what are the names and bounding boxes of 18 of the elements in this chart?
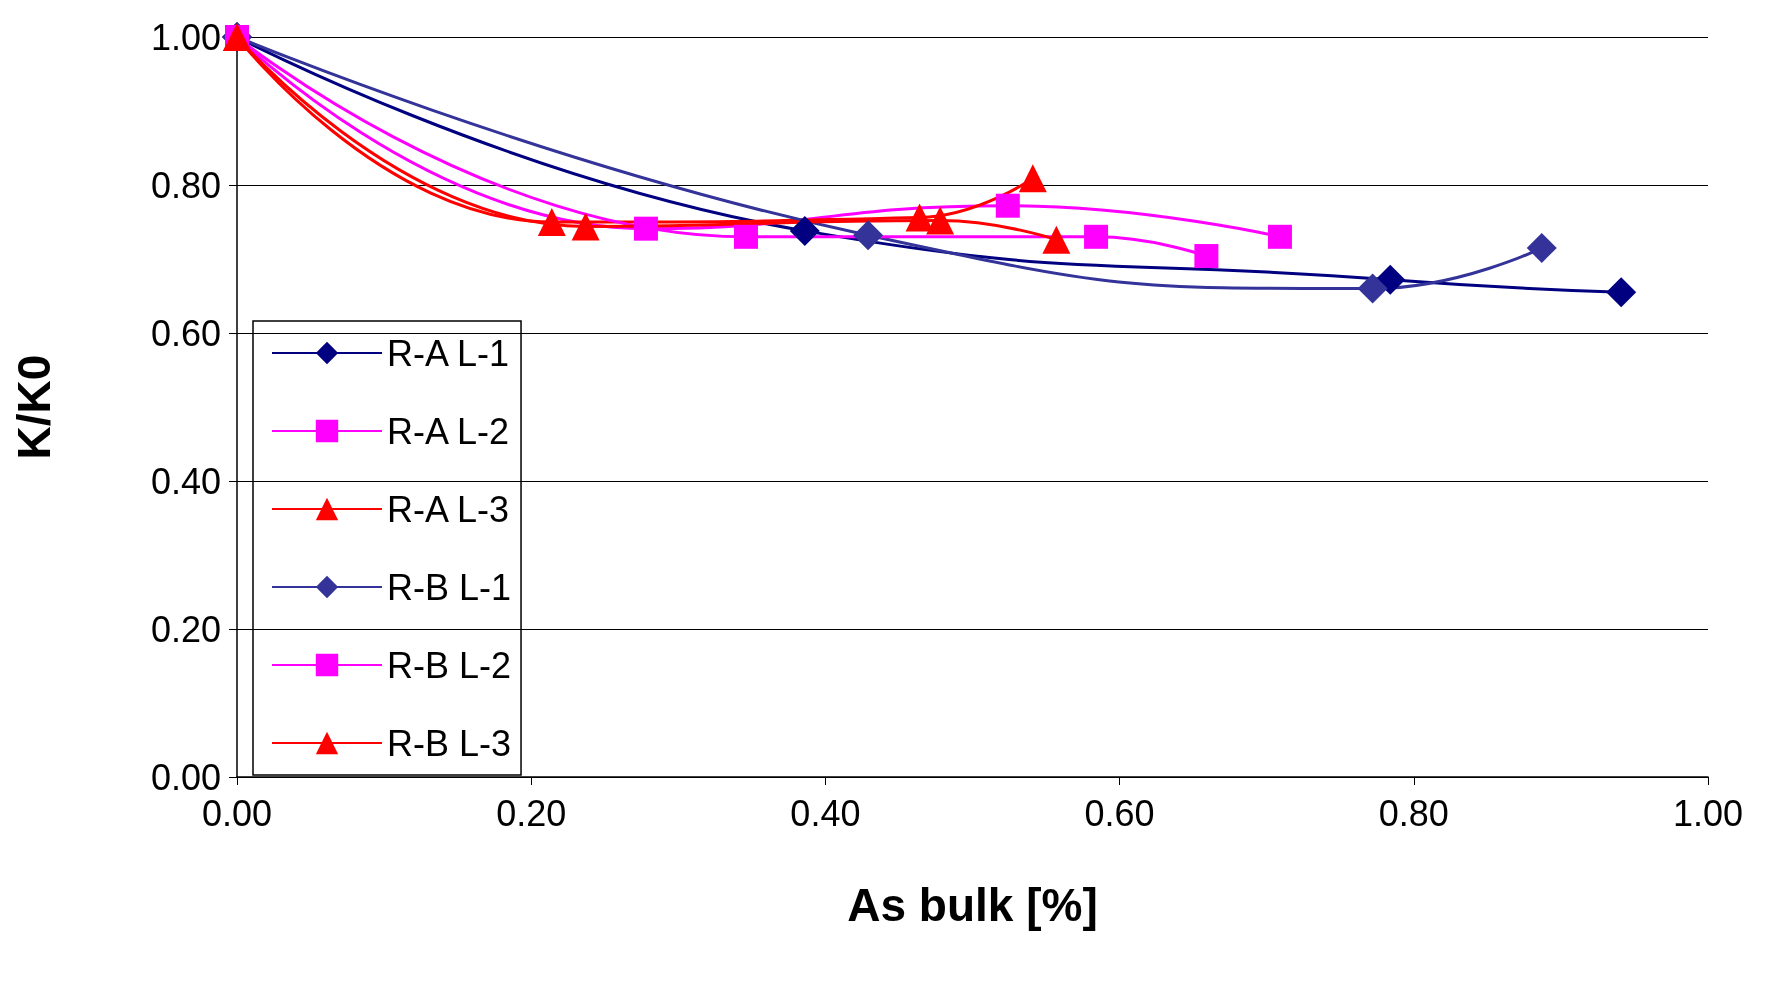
x-tick-label: 0.80 <box>1378 792 1449 834</box>
legend-label: R-A L-1 <box>387 332 510 374</box>
y-tick-label: 0.60 <box>150 312 221 354</box>
y-axis-title: K/K0 <box>8 354 60 460</box>
legend-label: R-A L-2 <box>387 410 510 452</box>
legend-label: R-B L-2 <box>387 644 512 686</box>
x-tick-label: 1.00 <box>1672 792 1744 834</box>
y-tick-label: 0.80 <box>150 164 221 206</box>
legend-label: R-B L-3 <box>387 722 512 764</box>
y-tick-label: 0.20 <box>150 608 221 650</box>
y-tick-label: 0.40 <box>150 460 221 502</box>
x-axis-title: As bulk [%] <box>847 879 1098 931</box>
legend-label: R-A L-3 <box>387 488 510 530</box>
legend-label: R-B L-1 <box>387 566 512 608</box>
x-tick-label: 0.40 <box>790 792 861 834</box>
x-tick-label: 0.60 <box>1084 792 1155 834</box>
x-tick-label: 0.20 <box>496 792 567 834</box>
y-tick-label: 1.00 <box>150 16 221 58</box>
